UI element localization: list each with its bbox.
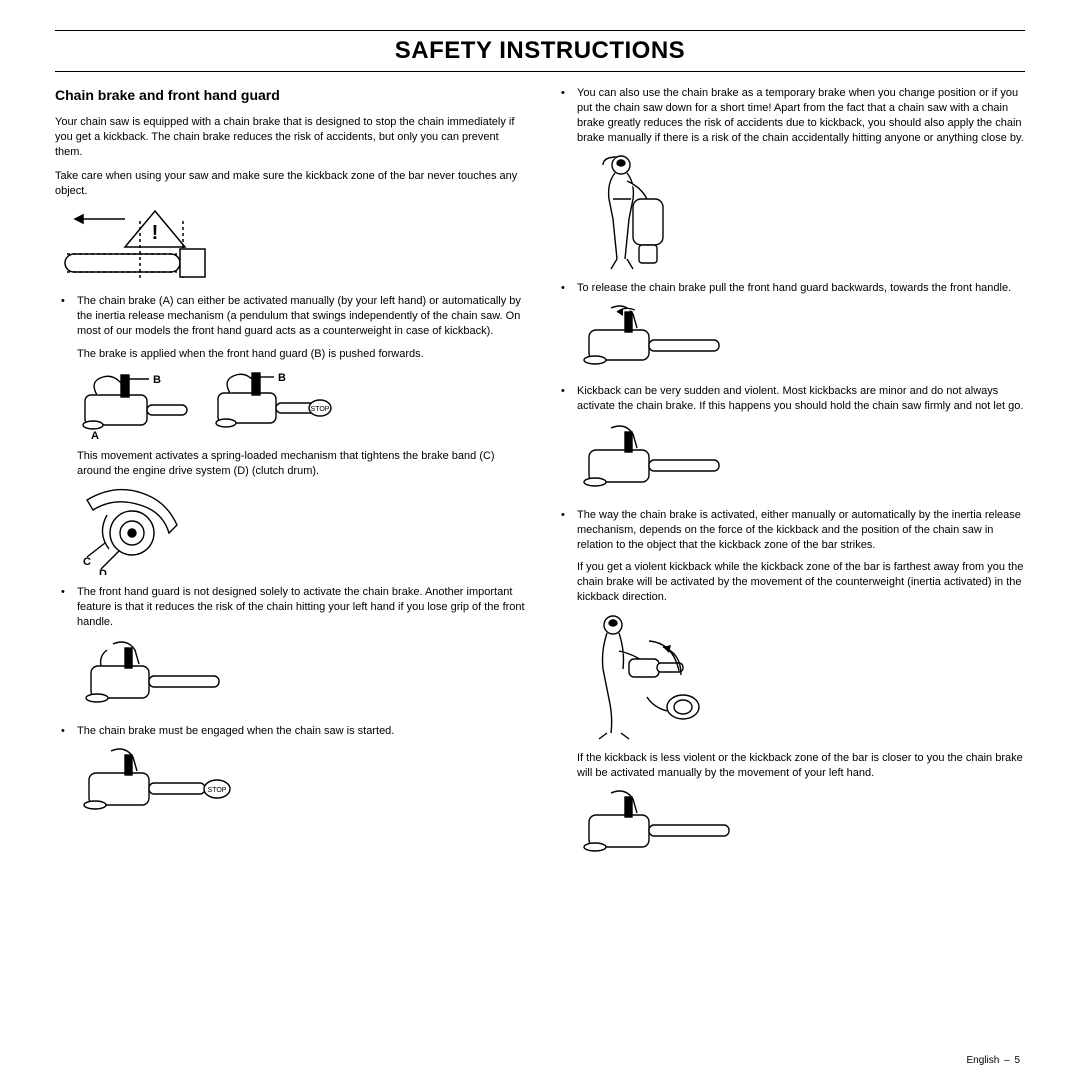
page-footer: English – 5 (967, 1055, 1021, 1066)
figure-brake-engaged: STOP (77, 745, 525, 820)
figure-manual-activate (577, 787, 1025, 861)
intro-para-2: Take care when using your saw and make s… (55, 169, 525, 199)
figure-hand-guard (77, 636, 525, 714)
left-bullet-list: The chain brake (A) can either be activa… (55, 294, 525, 819)
rule-bottom (55, 71, 1025, 72)
figure-person-carry (577, 151, 1025, 271)
bullet-text: Kickback can be very sudden and violent.… (577, 385, 1023, 412)
manual-activate-icon (577, 787, 737, 861)
columns: Chain brake and front hand guard Your ch… (55, 86, 1025, 871)
list-item: The chain brake must be engaged when the… (55, 724, 525, 820)
section-heading: Chain brake and front hand guard (55, 86, 525, 105)
bullet-text: The way the chain brake is activated, ei… (577, 509, 1021, 551)
rule-top (55, 30, 1025, 31)
list-item: The chain brake (A) can either be activa… (55, 294, 525, 575)
bullet-post-para: If the kickback is less violent or the k… (577, 751, 1025, 781)
person-kickback-icon (577, 611, 707, 741)
bullet-text: To release the chain brake pull the fron… (577, 282, 1011, 294)
bullet-post-para: This movement activates a spring-loaded … (77, 449, 525, 479)
person-carry-icon (577, 151, 672, 271)
clutch-drum-icon: C D (77, 485, 187, 575)
label-a: A (91, 430, 99, 439)
bullet-subpara: The brake is applied when the front hand… (77, 347, 525, 362)
list-item: You can also use the chain brake as a te… (555, 86, 1025, 271)
figure-clutch-cd: C D (77, 485, 525, 575)
release-brake-icon (577, 302, 727, 374)
kickback-zone-icon: ! (55, 209, 210, 284)
figure-release-brake (577, 302, 1025, 374)
column-left: Chain brake and front hand guard Your ch… (55, 86, 525, 871)
right-bullet-list: You can also use the chain brake as a te… (555, 86, 1025, 861)
bullet-text: You can also use the chain brake as a te… (577, 87, 1024, 144)
label-d: D (99, 568, 107, 575)
label-stop: STOP (311, 406, 330, 413)
label-stop-2: STOP (208, 787, 227, 794)
chainsaw-side-b-icon: B STOP (212, 367, 342, 439)
bullet-text: The chain brake (A) can either be activa… (77, 295, 521, 337)
footer-lang: English (967, 1055, 1000, 1066)
svg-text:!: ! (152, 222, 159, 244)
page-title: SAFETY INSTRUCTIONS (55, 33, 1025, 71)
label-b2: B (278, 372, 286, 384)
figure-kickback-zone: ! (55, 209, 525, 284)
list-item: The way the chain brake is activated, ei… (555, 508, 1025, 861)
hand-guard-icon (77, 636, 227, 714)
hold-firm-icon (577, 420, 727, 498)
label-b: B (153, 374, 161, 386)
figure-brake-ab: B A (77, 367, 525, 439)
intro-para-1: Your chain saw is equipped with a chain … (55, 115, 525, 160)
bullet-text: The chain brake must be engaged when the… (77, 725, 394, 737)
footer-page-number: 5 (1014, 1055, 1020, 1066)
bullet-text: The front hand guard is not designed sol… (77, 586, 525, 628)
list-item: Kickback can be very sudden and violent.… (555, 384, 1025, 498)
label-c: C (83, 556, 91, 568)
list-item: To release the chain brake pull the fron… (555, 281, 1025, 374)
page: SAFETY INSTRUCTIONS Chain brake and fron… (0, 0, 1080, 1080)
brake-engaged-icon: STOP (77, 745, 237, 820)
bullet-subpara: If you get a violent kickback while the … (577, 560, 1025, 605)
column-right: You can also use the chain brake as a te… (555, 86, 1025, 871)
figure-hold-firm (577, 420, 1025, 498)
figure-person-kickback (577, 611, 1025, 741)
list-item: The front hand guard is not designed sol… (55, 585, 525, 714)
footer-dash: – (1004, 1055, 1010, 1066)
chainsaw-side-a-icon: B A (77, 367, 192, 439)
